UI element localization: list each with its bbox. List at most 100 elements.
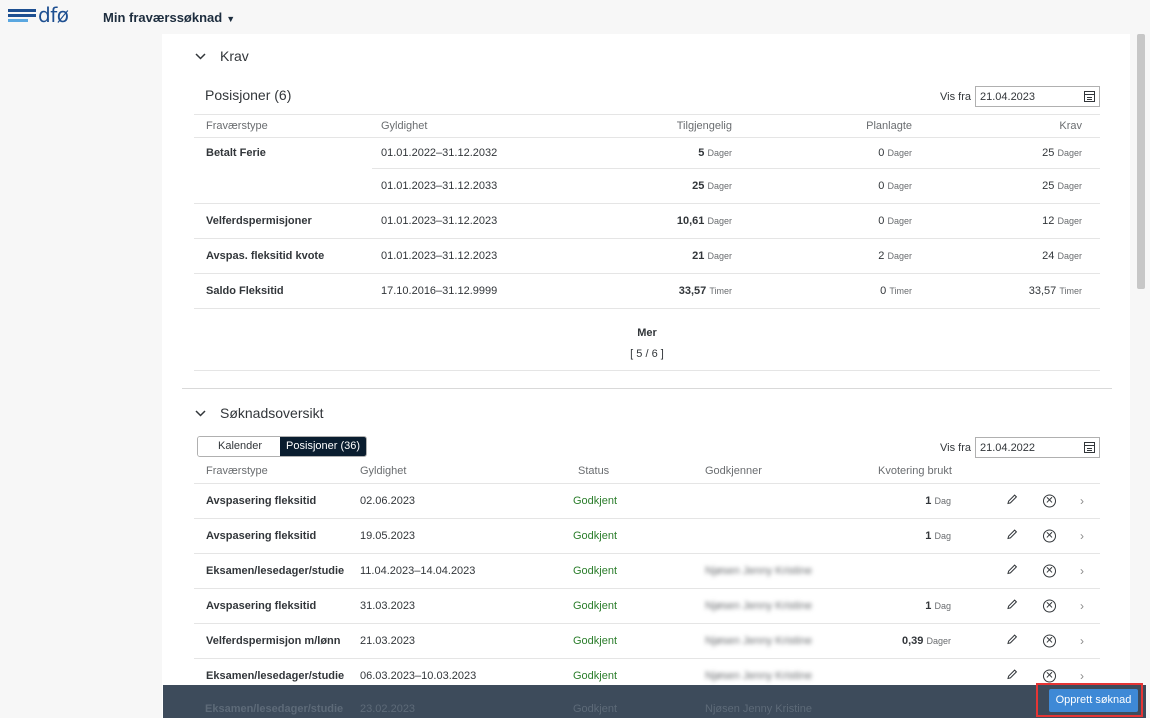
edit-pencil-icon[interactable]: [1006, 529, 1018, 544]
cell-type: Avspasering fleksitid: [206, 530, 317, 542]
cell-claim: 24 Dager: [1042, 250, 1082, 262]
cell-type: Velferdspermisjon m/lønn: [206, 635, 341, 647]
table-row[interactable]: Avspasering fleksitid 02.06.2023 Godkjen…: [194, 484, 1100, 519]
col-header-type: Fraværstype: [206, 120, 268, 132]
cell-validity: 01.01.2023–31.12.2033: [381, 180, 498, 192]
cell-validity: 17.10.2016–31.12.9999: [381, 285, 498, 297]
table-row: Velferdspermisjoner 01.01.2023–31.12.202…: [194, 204, 1100, 239]
krav-vis-fra: Vis fra 21.04.2023: [940, 86, 1100, 107]
cell-planned: 0 Dager: [878, 180, 912, 192]
cancel-circle-icon[interactable]: ✕: [1043, 564, 1056, 578]
more-count: [ 5 / 6 ]: [630, 348, 664, 360]
dfo-logo: dfø: [8, 3, 69, 27]
cell-available: 21 Dager: [692, 250, 732, 262]
applications-table: Fraværstype Gyldighet Status Godkjenner …: [194, 459, 1100, 694]
logo-text: dfø: [38, 3, 69, 27]
calendar-icon[interactable]: [1083, 91, 1095, 102]
cancel-circle-icon[interactable]: ✕: [1043, 529, 1056, 543]
create-application-button[interactable]: Opprett søknad: [1049, 689, 1138, 712]
krav-section-header[interactable]: Krav: [195, 48, 249, 64]
cell-type: Eksamen/lesedager/studie: [206, 565, 345, 577]
chevron-right-icon[interactable]: ›: [1080, 564, 1084, 578]
cell-type: Avspasering fleksitid: [206, 600, 317, 612]
cell-validity: 21.03.2023: [360, 635, 416, 647]
cell-status: Godkjent: [573, 530, 618, 542]
chevron-right-icon[interactable]: ›: [1080, 529, 1084, 543]
table-row[interactable]: Velferdspermisjon m/lønn 21.03.2023 Godk…: [194, 624, 1100, 659]
chevron-down-icon[interactable]: [195, 49, 206, 63]
krav-positions-title: Posisjoner (6): [205, 87, 292, 103]
calendar-icon[interactable]: [1083, 442, 1095, 453]
cell-validity: 02.06.2023: [360, 495, 416, 507]
table-row: Saldo Fleksitid 17.10.2016–31.12.9999 33…: [194, 274, 1100, 309]
cell-type: Avspas. fleksitid kvote: [206, 250, 325, 262]
edit-pencil-icon[interactable]: [1006, 564, 1018, 579]
cancel-circle-icon[interactable]: ✕: [1043, 494, 1056, 508]
col-header-claim: Krav: [1059, 120, 1082, 132]
chevron-right-icon[interactable]: ›: [1080, 599, 1084, 613]
edit-pencil-icon[interactable]: [1006, 669, 1018, 684]
date-value: 21.04.2023: [979, 90, 1036, 103]
cell-available: 25 Dager: [692, 180, 732, 192]
table-row: Avspas. fleksitid kvote 01.01.2023–31.12…: [194, 239, 1100, 274]
scrollbar-track[interactable]: [1136, 34, 1146, 718]
cell-status: Godkjent: [573, 600, 618, 612]
logo-stripes-icon: [8, 8, 36, 22]
cell-planned: 2 Dager: [878, 250, 912, 262]
col-header-planned: Planlagte: [866, 120, 912, 132]
cancel-circle-icon[interactable]: ✕: [1043, 599, 1056, 613]
cell-validity: 01.01.2022–31.12.2032: [381, 147, 498, 159]
cell-status: Godkjent: [573, 703, 618, 715]
app-title-menu[interactable]: Min fraværssøknad ▼: [103, 10, 235, 25]
chevron-right-icon[interactable]: ›: [1080, 634, 1084, 648]
vis-fra-label: Vis fra: [940, 90, 971, 103]
overview-section-header[interactable]: Søknadsoversikt: [195, 405, 323, 421]
chevron-right-icon[interactable]: ›: [1080, 669, 1084, 683]
overview-date-picker[interactable]: 21.04.2022: [974, 437, 1100, 458]
caret-down-icon: ▼: [226, 14, 236, 24]
scrollbar-thumb[interactable]: [1137, 34, 1145, 289]
cell-planned: 0 Dager: [878, 215, 912, 227]
table-row[interactable]: Avspasering fleksitid 19.05.2023 Godkjen…: [194, 519, 1100, 554]
cell-type: Eksamen/lesedager/studie: [206, 670, 345, 682]
chevron-right-icon[interactable]: ›: [1080, 494, 1084, 508]
footer-toolbar: [163, 685, 1146, 718]
cell-used: 0,39 Dager: [902, 635, 951, 647]
cell-used: 1 Dag: [925, 530, 951, 542]
edit-pencil-icon[interactable]: [1006, 634, 1018, 649]
col-header-validity: Gyldighet: [360, 465, 407, 477]
cell-claim: 25 Dager: [1042, 147, 1082, 159]
cell-status: Godkjent: [573, 495, 618, 507]
col-header-available: Tilgjengelig: [676, 120, 732, 132]
col-header-type: Fraværstype: [206, 465, 268, 477]
cell-approver: Njøsen Jenny Kristine: [705, 635, 812, 647]
tab-calendar[interactable]: Kalender: [198, 437, 281, 456]
cell-validity: 01.01.2023–31.12.2023: [381, 215, 498, 227]
cell-validity: 19.05.2023: [360, 530, 416, 542]
col-header-status: Status: [578, 465, 610, 477]
cell-status: Godkjent: [573, 635, 618, 647]
cell-validity: 11.04.2023–14.04.2023: [360, 565, 476, 577]
more-button[interactable]: Mer [ 5 / 6 ]: [194, 315, 1100, 371]
edit-pencil-icon[interactable]: [1006, 599, 1018, 614]
cell-approver: Njøsen Jenny Kristine: [705, 565, 812, 577]
col-header-approver: Godkjenner: [705, 465, 762, 477]
krav-date-picker[interactable]: 21.04.2023: [974, 86, 1100, 107]
edit-pencil-icon[interactable]: [1006, 494, 1018, 509]
cancel-circle-icon[interactable]: ✕: [1043, 634, 1056, 648]
chevron-down-icon[interactable]: [195, 406, 206, 420]
section-divider: [182, 388, 1112, 389]
tab-positions[interactable]: Posisjoner (36): [280, 437, 367, 456]
cell-validity: 23.02.2023: [360, 703, 416, 715]
view-toggle: Kalender Posisjoner (36): [197, 436, 368, 457]
applications-table-header: Fraværstype Gyldighet Status Godkjenner …: [194, 459, 1100, 484]
content-card: [162, 34, 1130, 718]
cell-approver: Njøsen Jenny Kristine: [705, 670, 812, 682]
top-bar: dfø Min fraværssøknad ▼: [0, 0, 1150, 34]
table-row[interactable]: Avspasering fleksitid 31.03.2023 Godkjen…: [194, 589, 1100, 624]
cancel-circle-icon[interactable]: ✕: [1043, 669, 1056, 683]
more-label: Mer: [637, 327, 657, 339]
cell-type: Velferdspermisjoner: [206, 215, 312, 227]
table-row[interactable]: Eksamen/lesedager/studie 11.04.2023–14.0…: [194, 554, 1100, 589]
table-row: 01.01.2023–31.12.2033 25 Dager 0 Dager 2…: [194, 169, 1100, 204]
